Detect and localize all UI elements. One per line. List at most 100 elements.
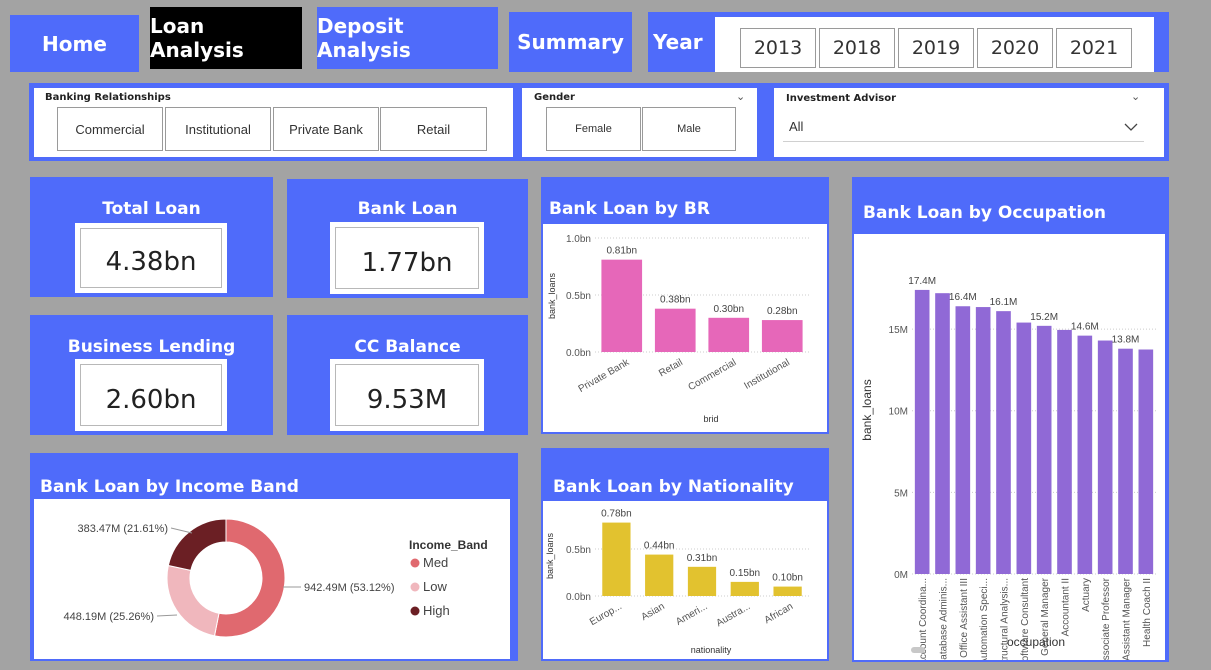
legend-item-med[interactable]: Med — [423, 555, 448, 570]
income-chart-title: Bank Loan by Income Band — [40, 477, 299, 497]
x-tick-label: Commercial — [687, 357, 739, 393]
y-tick-label: 15M — [889, 325, 908, 336]
bar-automation-speci[interactable] — [975, 307, 991, 574]
br-option-institutional[interactable]: Institutional — [165, 107, 271, 151]
slice-low[interactable] — [166, 564, 220, 637]
y-tick-label: 10M — [889, 407, 908, 418]
bar-accountant-ii[interactable] — [1057, 329, 1072, 574]
nationality-chart-area: 0.0bn 0.5bn 0.78bn Europ... 0.44bn Asian 0.31b… — [543, 501, 827, 659]
gender-option-female[interactable]: Female — [546, 107, 641, 151]
home-button[interactable]: Home — [10, 15, 139, 72]
br-chart-card: Bank Loan by BR 0.0bn 0.5bn 1.0bn 0.81bn Pri… — [541, 177, 829, 434]
x-tick-label: General Manager — [1040, 577, 1051, 655]
bar-african[interactable] — [773, 586, 802, 596]
investment-advisor-dropdown[interactable]: All — [783, 112, 1144, 142]
slice-high[interactable] — [167, 518, 227, 571]
slice-label: 448.19M (25.26%) — [64, 611, 155, 623]
bar-ameri[interactable] — [687, 566, 717, 596]
bar-austra[interactable] — [730, 581, 759, 596]
y-tick-label: 0.0bn — [566, 592, 591, 603]
br-option-retail[interactable]: Retail — [380, 107, 487, 151]
legend-item-low[interactable]: Low — [423, 579, 447, 594]
filter-strip: Banking Relationships Commercial Institu… — [29, 83, 1169, 161]
br-option-private-bank[interactable]: Private Bank — [273, 107, 379, 151]
bank-loan-box: 1.77bn — [330, 222, 484, 294]
occupation-chart-card: Bank Loan by Occupation 0M 5M 10M 15M 17.4M A… — [852, 177, 1169, 669]
legend-item-high[interactable]: High — [423, 603, 450, 618]
x-axis-title: nationality — [691, 645, 732, 655]
data-label: 0.15bn — [730, 568, 761, 579]
data-label: 16.1M — [990, 297, 1018, 308]
bar-europ[interactable] — [602, 522, 631, 596]
cc-balance-box: 9.53M — [330, 359, 484, 431]
x-tick-label: Actuary — [1081, 578, 1092, 612]
x-tick-label: Associate Professor — [1101, 577, 1112, 660]
chevron-down-icon[interactable]: ⌄ — [736, 91, 746, 103]
bar-health-coach-ii[interactable] — [1138, 349, 1154, 574]
year-option-2021[interactable]: 2021 — [1056, 28, 1132, 68]
year-options: 2013 2018 2019 2020 2021 — [715, 17, 1154, 72]
income-chart: 942.49M (53.12%) 448.19M (25.26%) 383.47M … — [64, 518, 488, 638]
bar-general-manager[interactable] — [1036, 325, 1052, 574]
banking-relationships-title: Banking Relationships — [45, 92, 171, 103]
year-option-2020[interactable]: 2020 — [977, 28, 1053, 68]
summary-button[interactable]: Summary — [509, 12, 632, 72]
bank-loan-value: 1.77bn — [335, 227, 479, 289]
bar-private-bank[interactable] — [601, 259, 643, 352]
x-tick-label: Institutional — [742, 357, 791, 392]
bar-account-coordina[interactable] — [914, 289, 930, 574]
investment-advisor-slicer: Investment Advisor ⌄ All — [774, 88, 1164, 157]
br-option-commercial[interactable]: Commercial — [57, 107, 163, 151]
x-tick-label: Automation Speci... — [979, 578, 990, 660]
horizontal-scrollbar[interactable] — [911, 647, 925, 653]
slice-label: 383.47M (21.61%) — [78, 523, 169, 535]
year-option-2018[interactable]: 2018 — [819, 28, 895, 68]
nationality-chart-title: Bank Loan by Nationality — [553, 477, 794, 497]
occupation-chart: 0M 5M 10M 15M 17.4M Account Coordina... Databa… — [860, 276, 1156, 669]
total-loan-label: Total Loan — [102, 199, 201, 219]
bar-office-assistant-iii[interactable] — [955, 306, 971, 574]
business-lending-box: 2.60bn — [75, 359, 227, 431]
slice-med[interactable] — [213, 518, 286, 638]
year-option-2019[interactable]: 2019 — [898, 28, 974, 68]
bar-software-consultant[interactable] — [1016, 322, 1032, 574]
data-label: 14.6M — [1071, 322, 1099, 333]
x-tick-label: Private Bank — [577, 357, 632, 395]
year-label: Year — [653, 30, 703, 54]
year-option-2013[interactable]: 2013 — [740, 28, 816, 68]
x-tick-label: Ameri... — [674, 601, 709, 628]
bar-structural-analysis[interactable] — [996, 311, 1011, 574]
data-label: 16.4M — [949, 292, 977, 303]
bar-commercial[interactable] — [708, 317, 750, 352]
slice-label: 942.49M (53.12%) — [304, 582, 395, 594]
bar-assistant-manager[interactable] — [1118, 348, 1133, 574]
bar-actuary[interactable] — [1077, 335, 1093, 574]
x-tick-label: Office Assistant III — [959, 578, 970, 658]
gender-option-male[interactable]: Male — [642, 107, 736, 151]
home-label: Home — [42, 31, 107, 56]
loan-analysis-label: Loan Analysis — [150, 14, 244, 62]
deposit-analysis-label: Deposit Analysis — [317, 14, 411, 62]
total-loan-card: Total Loan 4.38bn — [30, 177, 273, 297]
data-label: 0.10bn — [772, 573, 803, 584]
loan-analysis-button[interactable]: Loan Analysis — [150, 7, 302, 69]
total-loan-box: 4.38bn — [75, 223, 227, 293]
business-lending-card: Business Lending 2.60bn — [30, 315, 273, 435]
nationality-chart-card: Bank Loan by Nationality 0.0bn 0.5bn 0.78b… — [541, 448, 829, 661]
deposit-analysis-button[interactable]: Deposit Analysis — [317, 7, 498, 69]
y-tick-label: 1.0bn — [566, 234, 591, 245]
bar-database-adminis[interactable] — [935, 293, 950, 574]
y-tick-label: 5M — [894, 488, 908, 499]
y-axis-title: bank_loans — [547, 272, 557, 319]
y-tick-label: 0.5bn — [566, 545, 591, 556]
leader-line — [170, 527, 193, 534]
chevron-down-icon[interactable]: ⌄ — [1131, 91, 1141, 103]
nationality-chart: 0.0bn 0.5bn 0.78bn Europ... 0.44bn Asian 0.31b… — [545, 509, 809, 655]
x-tick-label: Software Consultant — [1020, 578, 1031, 660]
bar-associate-professor[interactable] — [1097, 340, 1113, 574]
bar-asian[interactable] — [645, 554, 674, 596]
bar-institutional[interactable] — [761, 320, 803, 352]
bar-retail[interactable] — [654, 308, 696, 352]
data-label: 0.28bn — [767, 306, 798, 317]
legend-marker-med — [410, 558, 420, 568]
